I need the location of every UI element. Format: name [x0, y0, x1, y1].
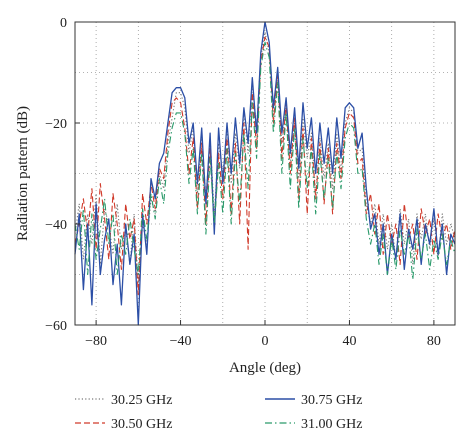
legend-label-1: 30.25 GHz — [111, 393, 172, 408]
legend-label-2: 30.50 GHz — [111, 417, 172, 432]
series-line-4 — [74, 41, 456, 281]
x-axis-label: Angle (deg) — [229, 360, 301, 376]
grid-lines — [75, 22, 455, 325]
x-tick-label: 40 — [342, 334, 356, 349]
axis-ticks: −80 −40 0 40 80 0 −20 −40 −60 — [45, 16, 441, 349]
legend-label-4: 31.00 GHz — [301, 417, 362, 432]
legend-label-3: 30.75 GHz — [301, 393, 362, 408]
x-tick-label: −80 — [85, 334, 107, 349]
series-line-2 — [74, 36, 456, 296]
y-axis-label: Radiation pattern (dB) — [15, 106, 31, 241]
legend: 30.25 GHz 30.50 GHz 30.75 GHz 31.00 GHz — [75, 393, 362, 432]
y-tick-label: −40 — [45, 218, 67, 233]
x-tick-label: 0 — [262, 334, 269, 349]
x-tick-label: 80 — [427, 334, 441, 349]
y-tick-label: −60 — [45, 319, 67, 334]
y-tick-label: 0 — [60, 16, 67, 31]
x-tick-label: −40 — [170, 334, 192, 349]
y-tick-label: −20 — [45, 117, 67, 132]
